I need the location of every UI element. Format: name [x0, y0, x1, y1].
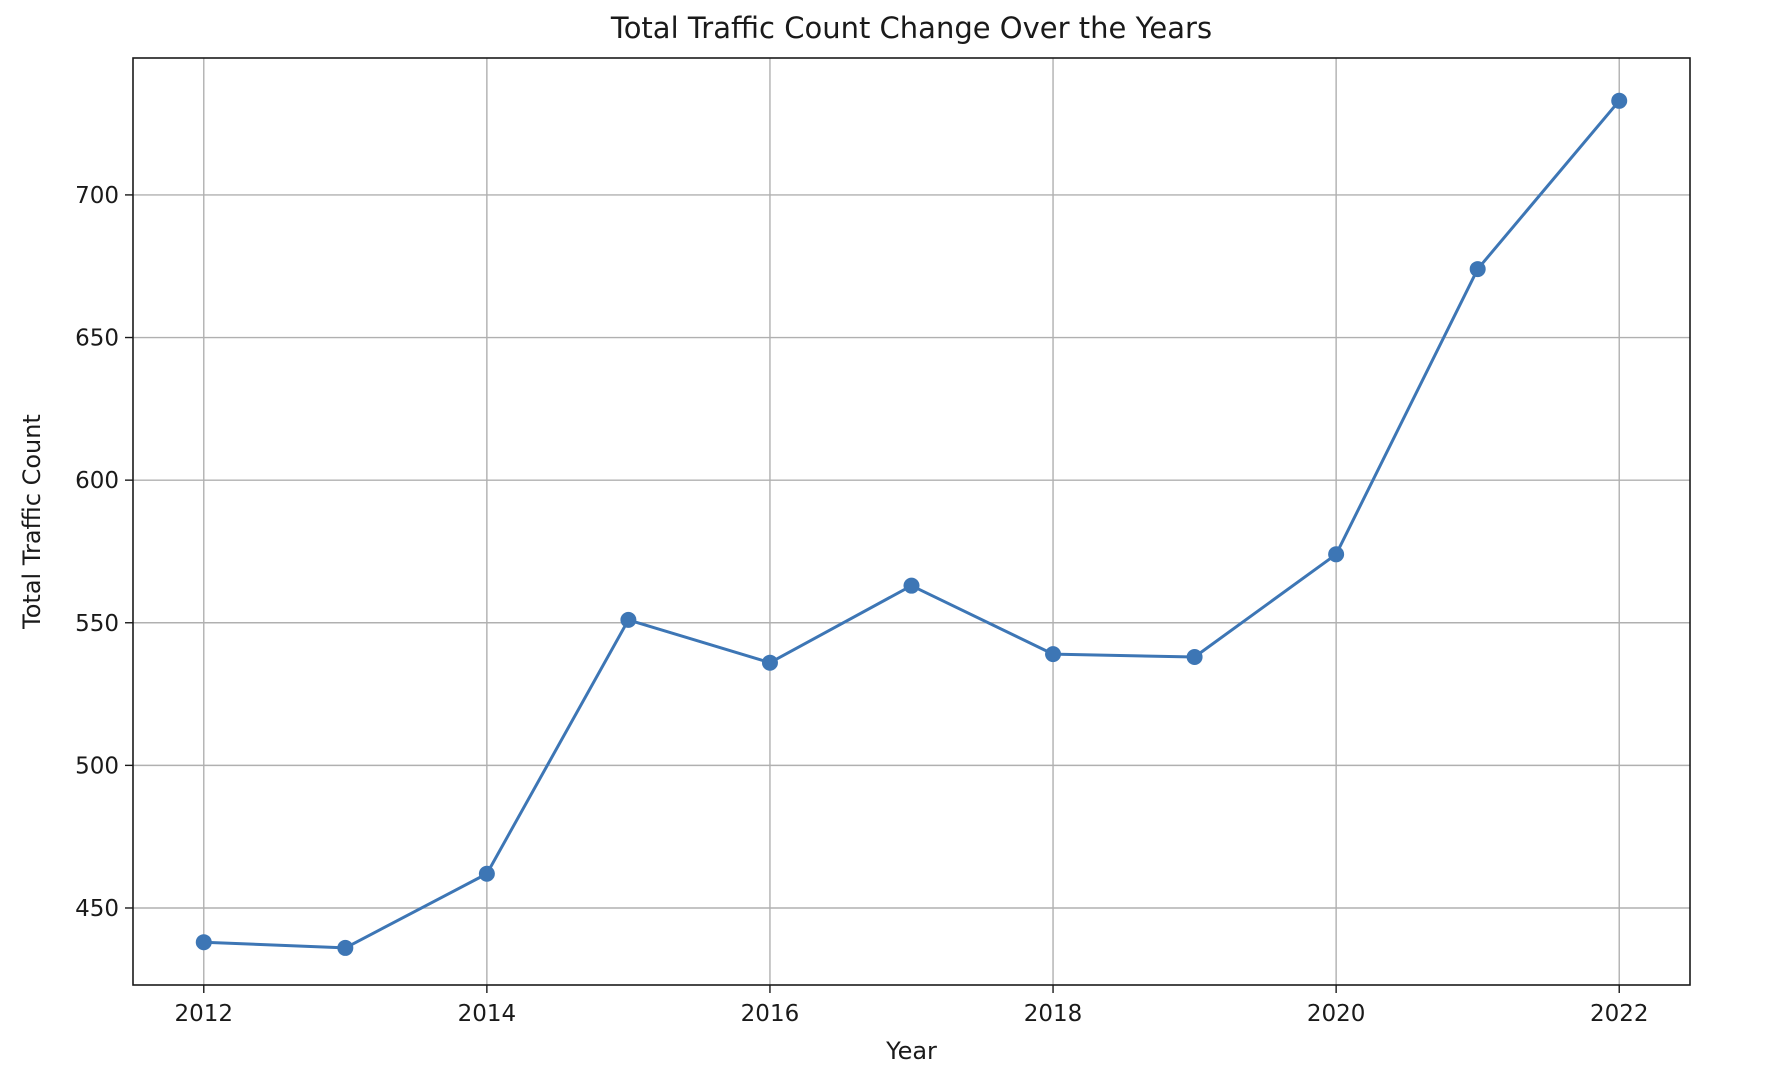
y-tick-label: 450: [75, 896, 119, 922]
x-tick-label: 2018: [1024, 1001, 1083, 1027]
data-point: [1469, 261, 1486, 278]
data-point: [337, 939, 354, 956]
plot-frame: [132, 57, 1691, 986]
y-axis-title: Total Traffic Count: [18, 414, 46, 630]
data-point: [1045, 646, 1062, 663]
y-tick-label: 700: [75, 183, 119, 209]
data-point: [478, 865, 495, 882]
x-tick-label: 2012: [174, 1001, 233, 1027]
ticks-layer: 2012 2014 2016 2018 2020 2022 450 500 550 600 650 7…: [75, 183, 1648, 1027]
x-axis-title: Year: [885, 1037, 937, 1065]
y-tick-label: 650: [75, 326, 119, 352]
data-point: [1328, 546, 1345, 563]
data-point: [195, 934, 212, 951]
x-tick-label: 2022: [1590, 1001, 1649, 1027]
series-layer: [195, 92, 1628, 956]
data-point: [761, 654, 778, 671]
data-point: [1186, 648, 1203, 665]
data-point: [1611, 92, 1628, 109]
x-tick-label: 2020: [1307, 1001, 1366, 1027]
series-line: [203, 99, 1621, 950]
x-tick-label: 2014: [458, 1001, 517, 1027]
chart-title: Total Traffic Count Change Over the Year…: [610, 11, 1212, 45]
data-point: [903, 577, 920, 594]
y-tick-label: 500: [75, 753, 119, 779]
x-tick-label: 2016: [741, 1001, 800, 1027]
grid-layer: [133, 58, 1690, 985]
y-tick-label: 550: [75, 611, 119, 637]
y-tick-label: 600: [75, 468, 119, 494]
data-point: [620, 611, 637, 628]
